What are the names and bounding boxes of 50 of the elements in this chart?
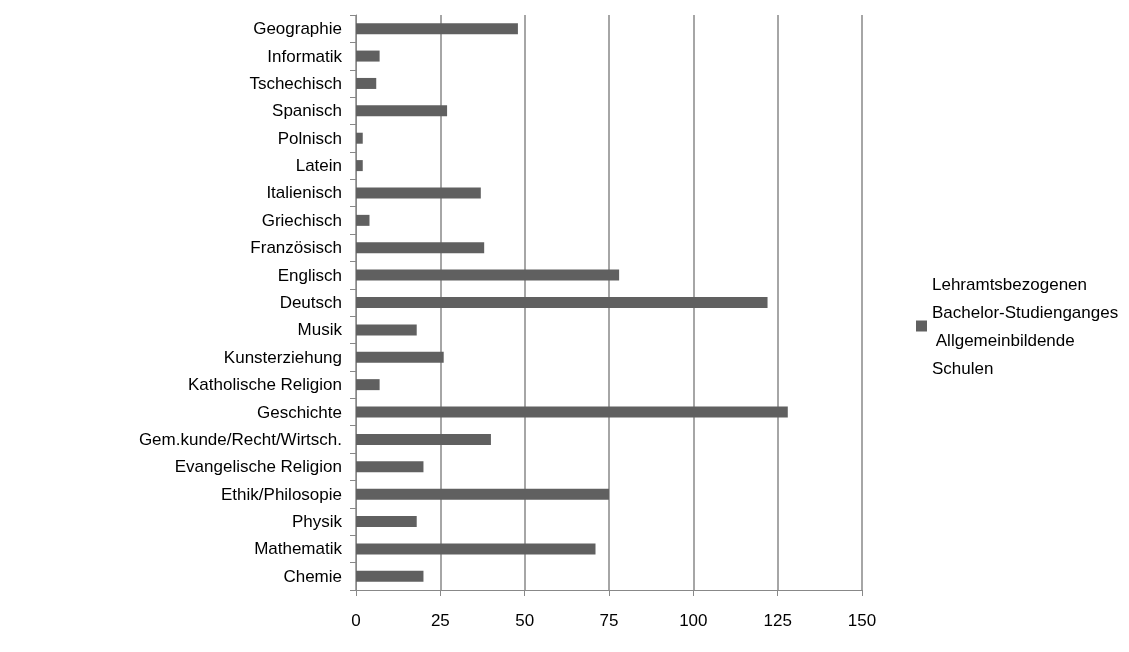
y-tick-label: Mathematik xyxy=(254,539,343,559)
bar xyxy=(356,543,596,555)
bar xyxy=(356,77,377,89)
y-tick-label: Informatik xyxy=(267,46,343,66)
bar xyxy=(356,433,491,445)
bar xyxy=(356,50,380,62)
x-tick-label: 50 xyxy=(515,611,535,630)
y-tick-label: Italienisch xyxy=(266,183,342,203)
bar xyxy=(356,105,448,117)
y-tick-label: Katholische Religion xyxy=(187,375,342,395)
y-tick-label: Deutsch xyxy=(279,293,342,312)
bar xyxy=(356,187,481,199)
legend-label: Lehramtsbezogenen Bachelor-Studienganges Allgemeinbildende Schulen xyxy=(932,274,1119,378)
x-tick-label: 125 xyxy=(763,611,792,630)
bar xyxy=(356,570,424,582)
y-tick-label: Kunsterziehung xyxy=(223,347,342,367)
y-tick-label: Griechisch xyxy=(261,210,342,230)
x-tick-label: 75 xyxy=(599,611,619,630)
x-tick-label: 25 xyxy=(430,611,450,630)
x-tick-label: 0 xyxy=(351,611,361,630)
y-tick-label: Geschichte xyxy=(256,402,342,422)
bar xyxy=(356,160,363,172)
bar xyxy=(356,488,609,500)
y-tick-label: Ethik/Philosopie xyxy=(221,484,342,504)
y-tick-label: Tschechisch xyxy=(249,73,342,93)
y-tick-label: Musik xyxy=(297,320,343,340)
y-tick-label: Polnisch xyxy=(277,128,342,148)
bar xyxy=(356,406,788,418)
y-tick-label: Evangelische Religion xyxy=(174,457,342,477)
y-tick-label: Latein xyxy=(295,156,342,176)
bar xyxy=(356,23,518,35)
x-tick-label: 150 xyxy=(847,611,877,630)
bar xyxy=(356,461,424,473)
y-tick-label: Französisch xyxy=(250,238,342,258)
y-tick-label: Geographie xyxy=(253,19,342,39)
bar xyxy=(356,351,444,363)
y-tick-label: Spanisch xyxy=(272,101,342,121)
bar xyxy=(356,516,417,528)
y-tick-label: Englisch xyxy=(277,265,342,285)
bar xyxy=(356,214,370,226)
y-tick-label: Physik xyxy=(291,512,343,532)
y-tick-label: Gem.kunde/Recht/Wirtsch. xyxy=(138,429,342,449)
bar xyxy=(356,379,380,391)
x-tick-label: 100 xyxy=(679,611,708,630)
bar xyxy=(356,269,620,281)
y-tick-label: Chemie xyxy=(283,566,342,586)
bar xyxy=(356,297,768,308)
bar xyxy=(356,324,417,336)
bar xyxy=(356,242,485,254)
bar xyxy=(356,132,363,144)
